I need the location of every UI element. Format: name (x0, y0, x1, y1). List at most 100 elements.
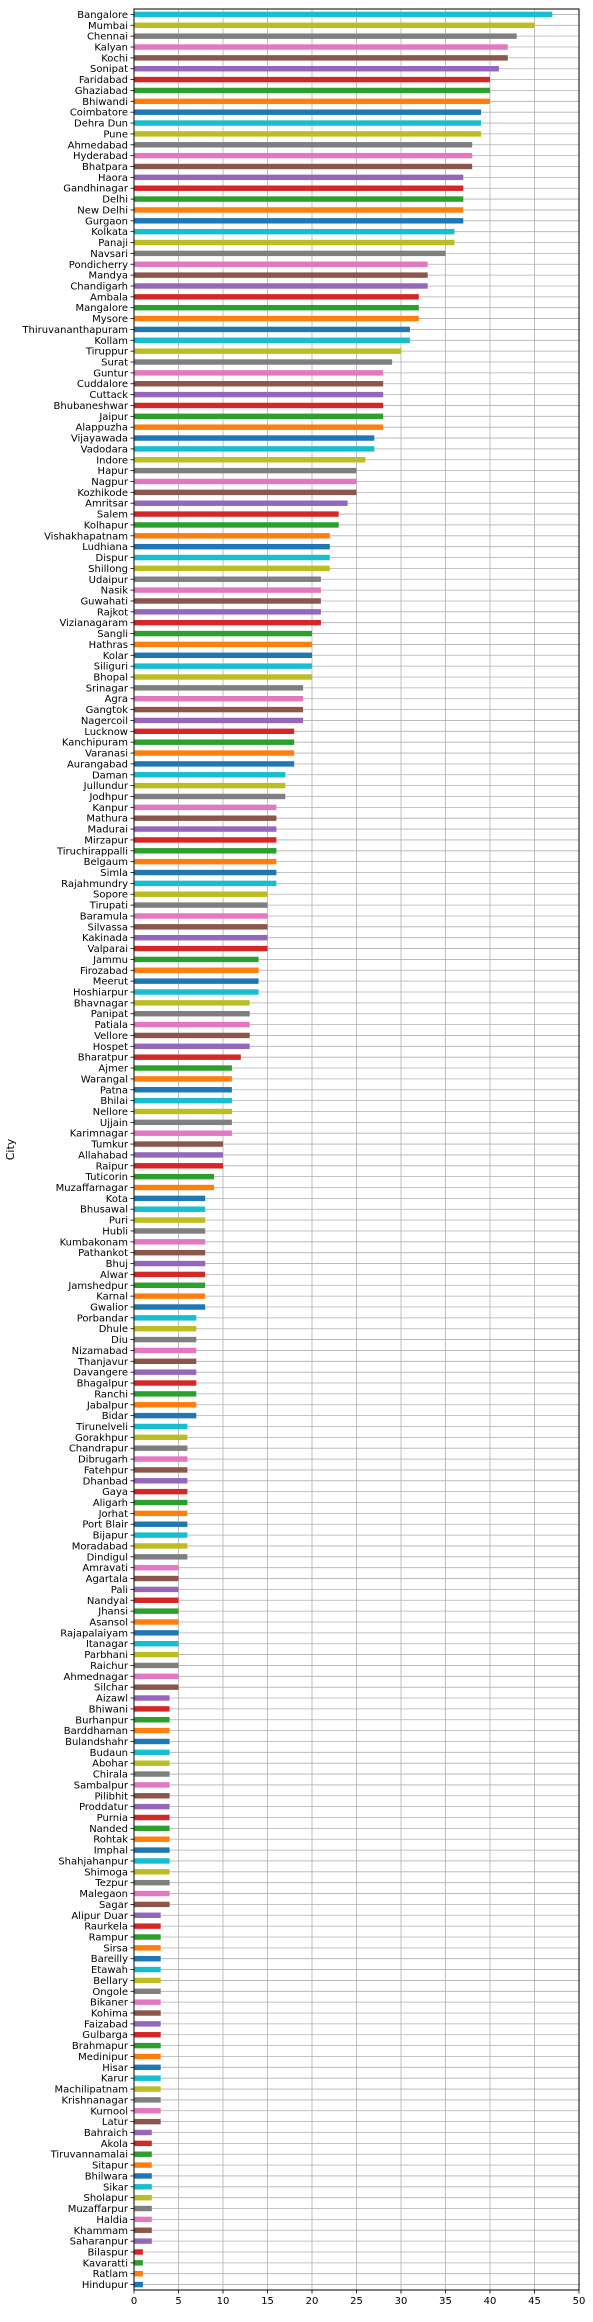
y-tick-label: Hyderabad (73, 151, 128, 162)
bar (134, 848, 277, 854)
bar (134, 1217, 206, 1223)
bar (134, 1326, 197, 1332)
bar (134, 315, 419, 322)
y-tick-label: Hisar (102, 2063, 129, 2074)
y-tick-label: Barddhaman (64, 1726, 128, 1737)
bar (134, 1195, 206, 1202)
bar (134, 587, 321, 593)
y-tick-label: Chandigarh (70, 281, 128, 292)
y-tick-label: Burhanpur (75, 1715, 129, 1726)
bar (134, 1249, 206, 1256)
y-tick-label: Valparai (88, 944, 128, 955)
bar (134, 2216, 152, 2223)
y-tick-label: Sholapur (83, 2193, 128, 2204)
bar (134, 66, 499, 72)
y-tick-label: Kolhapur (84, 520, 129, 531)
bar (134, 1651, 179, 1658)
bar (134, 511, 339, 517)
bar (134, 1173, 215, 1180)
bar (134, 1727, 170, 1734)
bar (134, 1087, 232, 1093)
y-tick-label: Udaipur (89, 575, 129, 586)
y-tick-label: Coimbatore (70, 108, 128, 119)
bar (134, 11, 553, 18)
bar (134, 1260, 206, 1267)
y-tick-label: Navsari (90, 249, 128, 260)
bar (134, 1955, 161, 1962)
bar (134, 1923, 161, 1929)
y-tick-label: Gwalior (90, 1302, 129, 1313)
bar (134, 934, 268, 941)
y-tick-label: Vellore (94, 1031, 128, 1042)
bar (134, 1912, 161, 1918)
y-tick-label: Medinipur (78, 2052, 129, 2063)
bar (134, 1619, 179, 1625)
bar (134, 1119, 232, 1126)
y-tick-label: Bhatpara (82, 162, 128, 173)
bar (134, 1141, 223, 1147)
y-tick-label: Dibrugarh (78, 1455, 128, 1466)
y-tick-label: Kalyan (94, 43, 128, 54)
y-tick-label: Dehra Dun (74, 119, 128, 130)
y-tick-label: Sopore (93, 890, 128, 901)
bar (134, 1521, 188, 1527)
y-tick-label: Aurangabad (67, 759, 128, 770)
y-tick-label: Ahmednagar (64, 1672, 129, 1683)
y-tick-label: Khammam (74, 2226, 128, 2237)
bar (134, 663, 312, 669)
bar (134, 87, 490, 94)
y-tick-label: Gurgaon (85, 216, 128, 227)
bar (134, 706, 304, 713)
y-tick-labels: BangaloreMumbaiChennaiKalyanKochiSonipat… (21, 10, 134, 2291)
bar (134, 1803, 170, 1810)
y-tick-label: Agra (105, 694, 128, 705)
bar (134, 1304, 206, 1310)
y-tick-label: Haora (98, 173, 128, 184)
y-tick-label: Indore (96, 455, 128, 466)
bar (134, 967, 259, 973)
y-tick-label: Jabalpur (86, 1400, 129, 1411)
y-tick-label: Abohar (92, 1759, 129, 1770)
y-tick-label: Lucknow (84, 727, 128, 738)
bar (134, 641, 312, 648)
bar (134, 402, 384, 409)
bar (134, 1478, 188, 1484)
bar (134, 533, 330, 539)
bar (134, 1988, 161, 1995)
y-tick-label: Ratlam (93, 2269, 128, 2280)
bar (134, 326, 410, 333)
y-tick-label: Siliguri (94, 662, 128, 673)
bar (134, 2162, 152, 2168)
y-tick-label: Madurai (88, 825, 128, 836)
y-tick-label: Nellore (93, 1107, 128, 1118)
y-tick-label: Kakinada (82, 933, 128, 944)
y-tick-label: Gorakhpur (75, 1433, 129, 1444)
y-tick-label: Bellary (93, 1976, 128, 1987)
bar (134, 2238, 152, 2244)
y-tick-label: Nizamabad (72, 1346, 128, 1357)
bar (134, 1336, 197, 1343)
y-tick-label: Raurkela (84, 1922, 128, 1933)
y-tick-label: Imphal (94, 1846, 128, 1857)
y-tick-label: Tirupati (89, 901, 128, 912)
y-tick-label: Varanasi (85, 749, 128, 760)
y-tick-label: Panaji (98, 238, 128, 249)
bar (134, 2086, 161, 2092)
bar (134, 55, 508, 61)
bar (134, 359, 393, 365)
y-tick-label: Jhansi (97, 1607, 128, 1618)
bar (134, 619, 321, 626)
bar (134, 2140, 152, 2147)
bar (134, 772, 286, 778)
y-tick-label: Firozabad (80, 966, 128, 977)
y-tick-label: Sangli (97, 629, 128, 640)
y-tick-label: Malegaon (79, 1889, 128, 1900)
bar (134, 2205, 152, 2212)
bar (134, 1488, 188, 1495)
bar (134, 924, 268, 930)
bar (134, 1825, 170, 1832)
bar (134, 1543, 188, 1549)
bar (134, 76, 490, 83)
y-tick-label: Jullundur (83, 781, 129, 792)
bar (134, 228, 455, 235)
